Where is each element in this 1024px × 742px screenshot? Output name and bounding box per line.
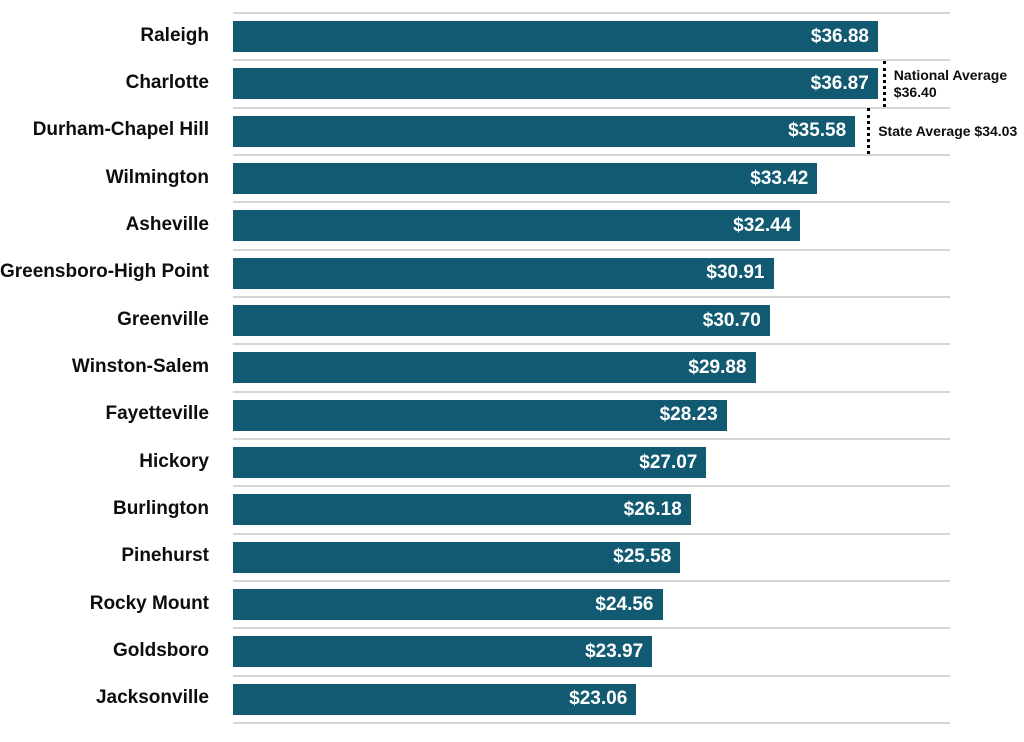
value-label: $28.23: [659, 404, 718, 426]
plot-area: $30.70: [233, 295, 950, 343]
value-label: $26.18: [623, 498, 682, 520]
chart-area: Raleigh $36.88 Charlotte $36.87 National…: [0, 12, 1024, 724]
plot-area: $32.44: [233, 201, 950, 248]
axis-bottom-gridline: [233, 721, 950, 724]
bar-row: Rocky Mount $24.56: [0, 579, 1024, 627]
category-label: Greensboro-High Point: [0, 261, 209, 283]
bar-row: Raleigh $36.88: [0, 12, 1024, 59]
national-average-label: National Average $36.40: [893, 67, 1008, 100]
bar-row: Hickory $27.07: [0, 437, 1024, 485]
national-average-dotted-line: [882, 61, 886, 107]
value-label: $24.56: [595, 593, 654, 615]
bar: $28.23: [233, 399, 727, 431]
bar: $23.06: [233, 683, 637, 715]
plot-area: $36.87 National Average $36.40: [233, 59, 1007, 107]
value-label: $30.70: [702, 309, 761, 331]
state-average-dotted-line: [867, 108, 871, 155]
bar-row: Asheville $32.44: [0, 201, 1024, 248]
chart-rows: Raleigh $36.88 Charlotte $36.87 National…: [0, 12, 1024, 722]
bar-row: Wilmington $33.42: [0, 153, 1024, 201]
category-label: Wilmington: [105, 166, 209, 188]
bar-row: Greenville $30.70: [0, 295, 1024, 343]
bar-row: Winston-Salem $29.88: [0, 343, 1024, 390]
bar-row: Greensboro-High Point $30.91: [0, 248, 1024, 296]
plot-area: $25.58: [233, 532, 950, 580]
bar-row: Burlington $26.18: [0, 485, 1024, 532]
plot-area: $24.56: [233, 579, 950, 627]
plot-area: $36.88: [233, 12, 950, 59]
bar-row: Fayetteville $28.23: [0, 390, 1024, 438]
state-average-marker: State Average $34.03: [867, 108, 1018, 155]
bar: $35.58: [233, 115, 856, 147]
value-label: $33.42: [750, 167, 809, 189]
value-label: $25.58: [613, 546, 672, 568]
category-label: Raleigh: [140, 24, 209, 46]
plot-area: $30.91: [233, 248, 950, 296]
plot-area: $33.42: [233, 153, 950, 201]
bar: $33.42: [233, 163, 818, 195]
plot-area: $35.58 State Average $34.03: [233, 106, 1017, 155]
category-label: Rocky Mount: [89, 592, 209, 614]
value-label: $29.88: [688, 356, 747, 378]
value-label: $27.07: [639, 451, 698, 473]
bar-row: Charlotte $36.87 National Average $36.40: [0, 59, 1024, 107]
bar: $25.58: [233, 541, 681, 573]
bar: $36.88: [233, 21, 878, 53]
value-label: $23.06: [569, 688, 628, 710]
category-label: Winston-Salem: [71, 355, 209, 377]
category-label: Asheville: [125, 213, 209, 235]
category-label: Hickory: [139, 450, 209, 472]
state-average-label: State Average $34.03: [878, 123, 1018, 140]
category-label: Durham-Chapel Hill: [32, 119, 209, 141]
bar: $29.88: [233, 352, 756, 384]
plot-area: $23.97: [233, 627, 950, 674]
plot-area: $27.07: [233, 437, 950, 485]
category-label: Pinehurst: [121, 545, 209, 567]
category-label: Goldsboro: [112, 639, 209, 661]
bar: $23.97: [233, 636, 653, 668]
value-label: $32.44: [733, 214, 792, 236]
value-label: $36.87: [810, 72, 869, 94]
plot-area: $28.23: [233, 390, 950, 438]
category-label: Jacksonville: [95, 687, 209, 709]
bar-row: Pinehurst $25.58: [0, 532, 1024, 580]
bar: $27.07: [233, 447, 707, 479]
category-label: Greenville: [117, 308, 209, 330]
bar: $26.18: [233, 494, 691, 526]
bar-row: Durham-Chapel Hill $35.58 State Average …: [0, 106, 1024, 155]
bar: $24.56: [233, 589, 663, 621]
bar: $36.87: [233, 68, 878, 100]
category-label: Charlotte: [125, 71, 209, 93]
bar: $30.70: [233, 305, 770, 337]
bar: $32.44: [233, 210, 801, 242]
bar-row: Jacksonville $23.06: [0, 674, 1024, 722]
national-average-marker: National Average $36.40: [882, 61, 1008, 107]
value-label: $30.91: [706, 262, 765, 284]
bar-row: Goldsboro $23.97: [0, 627, 1024, 674]
plot-area: $23.06: [233, 674, 950, 722]
category-label: Fayetteville: [105, 403, 210, 425]
value-label: $35.58: [788, 120, 847, 142]
bar: $30.91: [233, 257, 774, 289]
value-label: $23.97: [585, 640, 644, 662]
value-label: $36.88: [810, 25, 869, 47]
plot-area: $26.18: [233, 485, 950, 532]
category-label: Burlington: [112, 497, 209, 519]
plot-area: $29.88: [233, 343, 950, 390]
